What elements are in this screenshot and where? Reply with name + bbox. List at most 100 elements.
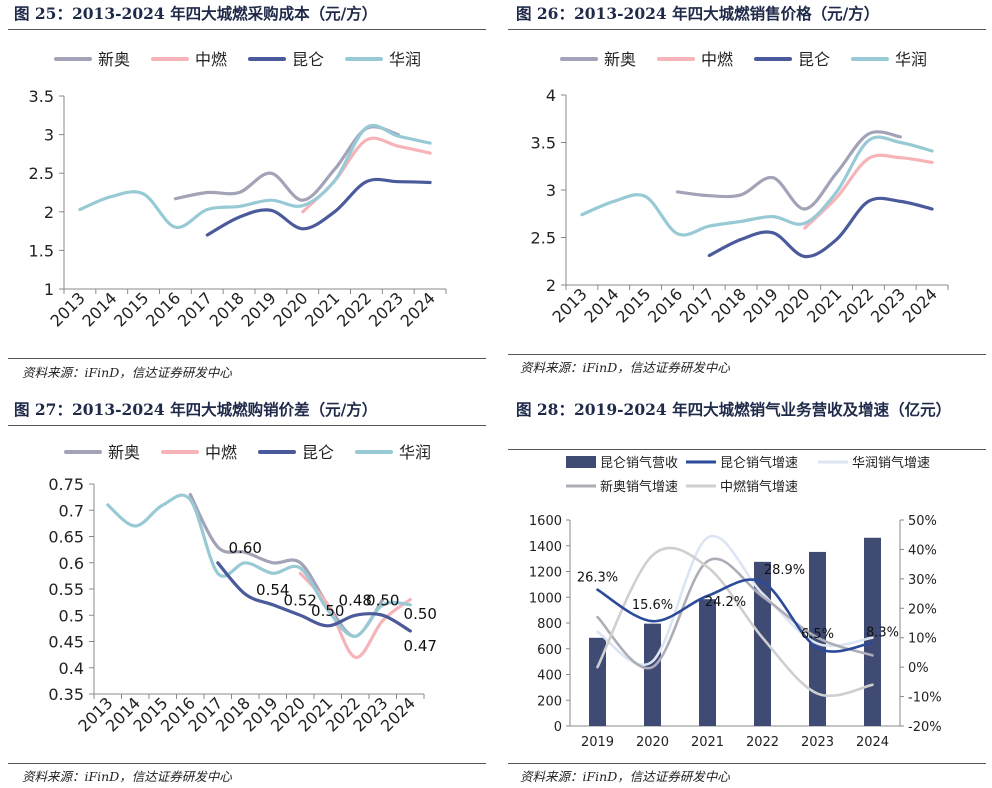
y2-tick-label: -10% — [908, 691, 942, 706]
chart-price-spread: 新奥 中燃 昆仑 华润 0.35 0.4 0.45 0.5 0.55 0.6 0.65 0.7 0.75… — [48, 443, 437, 736]
y-tick-label: 0.35 — [48, 685, 84, 704]
x-tick-label: 2019 — [238, 288, 280, 330]
legend: 新奥 中燃 昆仑 华润 — [64, 443, 431, 462]
y-tick-label: 2 — [546, 276, 556, 295]
legend-label: 新奥 — [604, 50, 636, 69]
x-tick-label: 2023 — [801, 735, 834, 750]
figure-title: 图 28：2019-2024 年四大城燃销气业务营收及增速（亿元） — [516, 400, 952, 419]
legend-label: 新奥 — [108, 443, 140, 462]
source-rule — [8, 358, 486, 359]
bar — [864, 537, 881, 726]
x-tick-label: 2022 — [835, 284, 877, 326]
bar — [644, 623, 661, 726]
series-line-kunlun_growth — [596, 578, 874, 653]
x-tick-label: 2016 — [644, 284, 686, 326]
title-rule — [8, 425, 486, 426]
x-tick-label: 2022 — [333, 288, 375, 330]
series-line-zhongran_growth — [596, 546, 874, 698]
y-tick-label: 3.5 — [29, 87, 54, 106]
source-rule — [508, 763, 986, 764]
source-note: 资料来源：iFinD，信达证券研发中心 — [22, 365, 232, 380]
legend-label: 中燃 — [701, 50, 733, 69]
legend-label: 昆仑 — [302, 443, 334, 462]
y-tick-label: 1.5 — [29, 241, 54, 260]
series-line-xinao — [173, 125, 400, 202]
y-tick-label: 3 — [44, 126, 54, 145]
data-label: 0.47 — [404, 637, 437, 655]
source-rule — [508, 354, 986, 355]
x-tick-label: 2020 — [269, 288, 311, 330]
x-tick-label: 2023 — [365, 288, 407, 330]
legend-swatch — [566, 456, 596, 468]
figure-25: 图 25：2013-2024 年四大城燃采购成本（元/方） 新奥 中燃 昆仑 华润 1 1… — [0, 0, 496, 394]
x-tick-label: 2024 — [856, 735, 889, 750]
chart-sales-price: 新奥 中燃 昆仑 华润22.533.5420132014201520162017201… — [531, 50, 949, 327]
y-tick-label: 0.45 — [48, 633, 84, 652]
data-label: 15.6% — [632, 598, 673, 613]
data-label: 0.50 — [311, 602, 344, 620]
y-tick-label: 0 — [554, 720, 562, 735]
y-tick-label: 0.6 — [59, 554, 84, 573]
y-tick-label: 3.5 — [531, 134, 556, 153]
legend-label: 新奥销气增速 — [600, 479, 678, 495]
x-tick-label: 2021 — [301, 288, 343, 330]
figure-28: 图 28：2019-2024 年四大城燃销气业务营收及增速（亿元） 昆仑销气营收… — [496, 394, 992, 788]
y-tick-label: 0.5 — [59, 606, 84, 625]
x-tick-label: 2019 — [740, 284, 782, 326]
legend: 新奥 中燃 昆仑 华润 — [54, 50, 421, 69]
source-note: 资料来源：iFinD，信达证券研发中心 — [22, 769, 232, 784]
x-tick-label: 2023 — [867, 284, 909, 326]
data-label: 0.60 — [229, 539, 262, 557]
x-tick-label: 2014 — [78, 288, 120, 330]
legend-label: 华润 — [399, 443, 431, 462]
data-label: 8.3% — [866, 626, 899, 641]
y2-tick-label: 40% — [908, 543, 937, 558]
data-label: 6.5% — [801, 627, 834, 642]
data-label: 26.3% — [577, 571, 618, 586]
x-tick-label: 2016 — [142, 288, 184, 330]
y2-tick-label: 0% — [908, 661, 929, 676]
x-tick-label: 2017 — [676, 284, 718, 326]
series-line-huarun_growth — [596, 534, 874, 667]
series-line-huarun — [580, 135, 934, 237]
x-tick-label: 2020 — [636, 735, 669, 750]
figure-title: 图 26：2013-2024 年四大城燃销售价格（元/方） — [516, 4, 880, 23]
data-label: 0.52 — [284, 591, 317, 609]
y2-tick-label: 10% — [908, 632, 937, 647]
x-tick-label: 2021 — [691, 735, 724, 750]
legend-label: 昆仑销气营收 — [600, 455, 678, 471]
y-tick-label: 2 — [44, 203, 54, 222]
series-line-zhongran — [301, 136, 432, 214]
legend-label: 新奥 — [98, 50, 130, 69]
data-label: 0.48 — [339, 591, 372, 609]
y-tick-label: 1200 — [529, 566, 562, 581]
y2-tick-label: 30% — [908, 573, 937, 588]
legend-label: 中燃 — [195, 50, 227, 69]
legend-label: 中燃销气增速 — [720, 479, 798, 495]
figure-title: 图 25：2013-2024 年四大城燃采购成本（元/方） — [14, 4, 378, 23]
y-tick-label: 800 — [537, 617, 562, 632]
data-label: 0.50 — [404, 605, 437, 623]
bar — [754, 561, 771, 726]
title-rule — [508, 449, 986, 450]
legend-label: 昆仑 — [798, 50, 830, 69]
x-tick-label: 2024 — [899, 284, 941, 326]
series-line-kunlun — [216, 561, 412, 633]
y-tick-label: 4 — [546, 86, 556, 105]
data-label: 28.9% — [764, 563, 805, 578]
legend-label: 昆仑销气增速 — [720, 455, 798, 471]
y-tick-label: 0.4 — [59, 659, 84, 678]
y-tick-label: 2.5 — [531, 229, 556, 248]
series-line-kunlun — [205, 177, 432, 237]
y-tick-label: 0.7 — [59, 501, 84, 520]
y-tick-label: 0.75 — [48, 475, 84, 494]
legend-label: 华润 — [895, 50, 927, 69]
y-tick-label: 1600 — [529, 514, 562, 529]
series-line-zhongran — [803, 153, 934, 230]
series-line-xinao_growth — [596, 557, 874, 670]
data-label: 24.2% — [705, 595, 746, 610]
source-rule — [8, 763, 486, 764]
legend-label: 中燃 — [205, 443, 237, 462]
figure-title: 图 27：2013-2024 年四大城燃购销价差（元/方） — [14, 400, 378, 419]
